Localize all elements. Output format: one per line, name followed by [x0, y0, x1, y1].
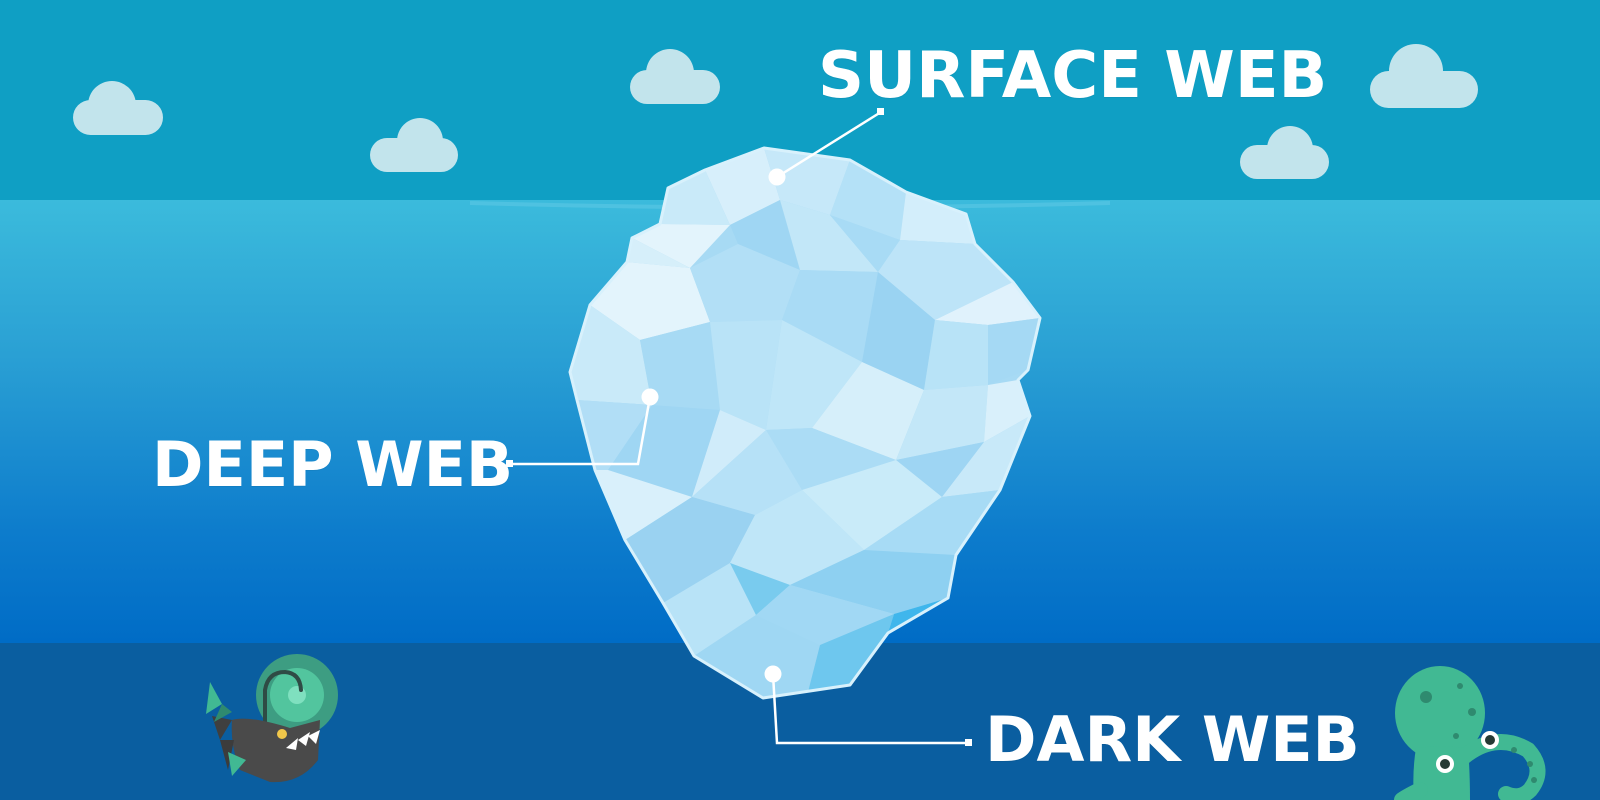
cloud-icon [370, 118, 458, 172]
cloud-icon [1370, 44, 1478, 108]
cloud-icon [73, 81, 163, 135]
dark-web-pointer [764, 665, 972, 746]
surface-web-label: SURFACE WEB [818, 39, 1328, 113]
octopus-icon [1394, 666, 1546, 800]
surface-web-pointer [768, 108, 884, 186]
iceberg [568, 146, 1042, 700]
cloud-icon [1240, 126, 1329, 179]
dark-web-label: DARK WEB [985, 703, 1360, 776]
deep-web-label: DEEP WEB [152, 428, 514, 501]
anglerfish-icon [206, 654, 338, 783]
cloud-icon [630, 49, 720, 104]
deep-web-pointer [506, 388, 659, 467]
